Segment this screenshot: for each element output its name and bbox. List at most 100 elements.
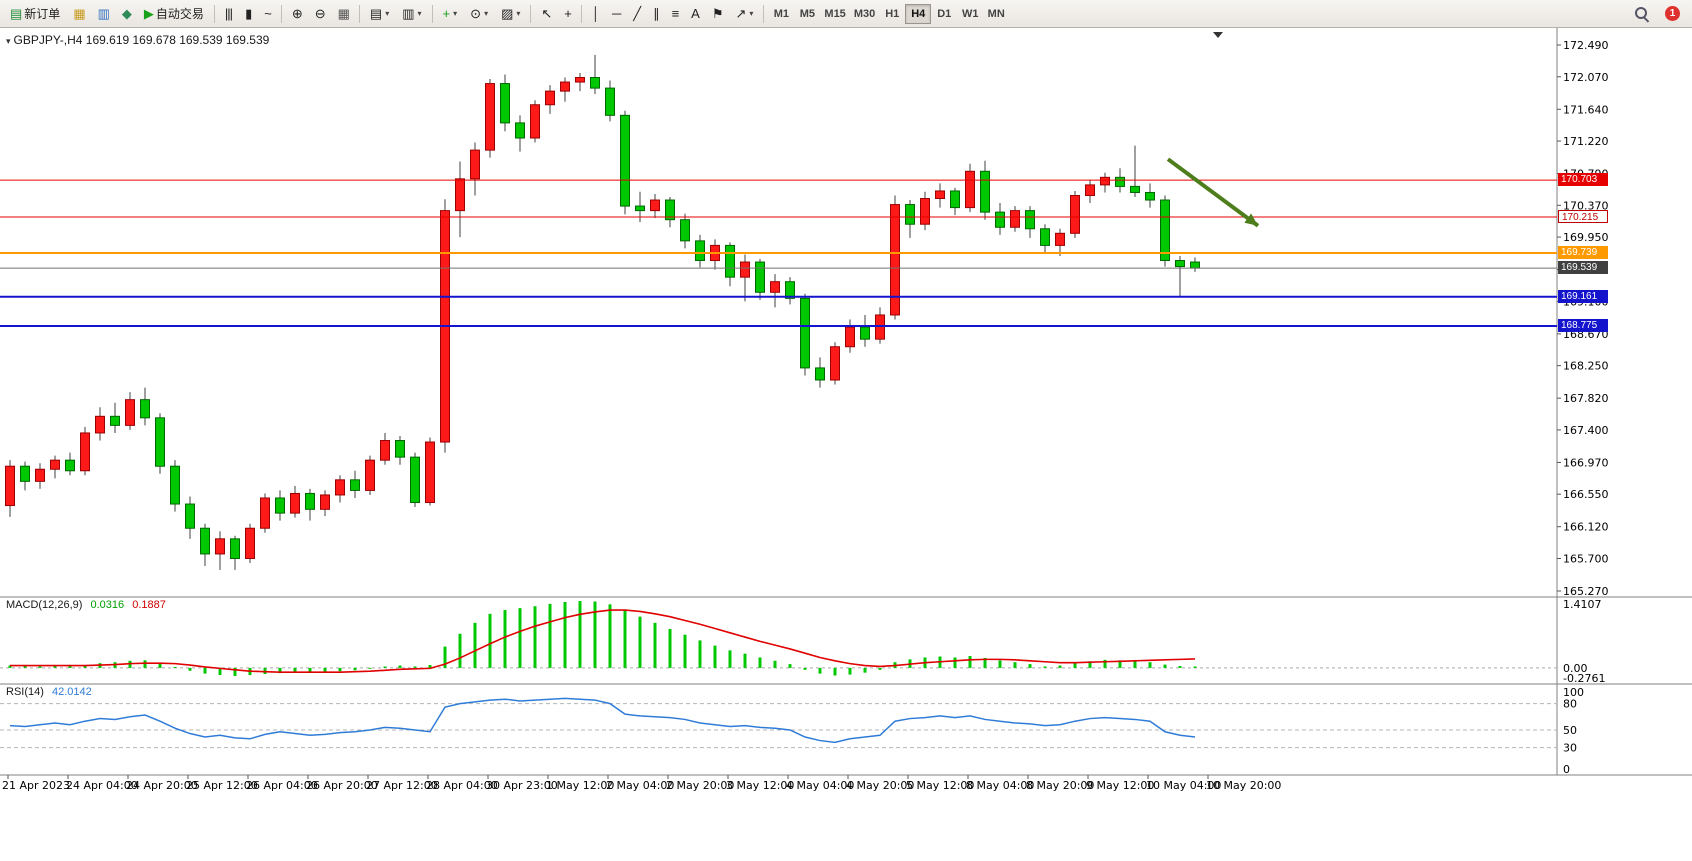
candle <box>965 170 975 209</box>
candle <box>875 314 885 340</box>
equidistant-channel-button[interactable]: ∥ <box>647 3 665 25</box>
candle <box>860 326 870 340</box>
candle <box>125 399 135 426</box>
timeframe-D1[interactable]: D1 <box>931 4 957 24</box>
trendline-icon: ╱ <box>633 6 641 21</box>
candlestick-chart-type-icon: ▮ <box>245 6 252 21</box>
macd-axis-min: -0.2761 <box>1563 672 1605 685</box>
candle <box>305 492 315 510</box>
price-axis-label: 170.370 <box>1563 199 1609 212</box>
candle <box>410 456 420 504</box>
cursor-button[interactable]: ↖ <box>535 3 557 25</box>
text-button[interactable]: A <box>685 3 705 25</box>
time-axis-label: 4 May 04:00 <box>786 779 854 792</box>
price-axis-label: 167.400 <box>1563 424 1609 437</box>
notifications-badge[interactable]: 1 <box>1665 6 1680 21</box>
data-window-button[interactable]: ▥ <box>92 3 115 25</box>
rsi-name: RSI(14) <box>6 686 44 698</box>
search-button[interactable] <box>1628 3 1655 25</box>
timeframe-M15[interactable]: M15 <box>820 4 849 24</box>
bid-price-label: 169.539 <box>1558 261 1608 275</box>
time-axis-label: 10 May 20:00 <box>1206 779 1281 792</box>
zoom-out-button[interactable]: ⊖ <box>309 3 331 25</box>
market-watch-button[interactable]: ▦ <box>67 3 90 25</box>
macd-signal-line <box>10 609 1196 673</box>
crosshair-icon: + <box>564 6 572 21</box>
arrows-button[interactable]: ↗ ▾ <box>729 3 759 25</box>
data-window-icon: ▥ <box>97 6 110 21</box>
autotrading-button[interactable]: ▶ 自动交易 <box>138 3 210 25</box>
tile-windows-icon: ▦ <box>337 6 350 21</box>
indicators-button[interactable]: + ▾ <box>437 3 464 25</box>
bar-chart-type-button[interactable]: ||| <box>219 3 238 25</box>
time-axis-label: 2 May 20:00 <box>666 779 734 792</box>
timeframe-W1[interactable]: W1 <box>957 4 983 24</box>
vertical-line-icon: │ <box>591 6 600 21</box>
timeframe-MN[interactable]: MN <box>983 4 1009 24</box>
one-click-trading-toggle[interactable]: ▾ <box>6 36 11 46</box>
time-axis-label: 24 Apr 04:00 <box>66 779 138 792</box>
price-axis-label: 169.950 <box>1563 231 1609 244</box>
timeframe-M30[interactable]: M30 <box>850 4 879 24</box>
candle <box>1100 176 1110 186</box>
candle <box>470 149 480 180</box>
macd-axis-zero: 0.00 <box>1563 662 1588 675</box>
time-axis-label: 26 Apr 04:00 <box>246 779 318 792</box>
templates-button[interactable]: ▨ ▾ <box>495 3 526 25</box>
profiles-button[interactable]: ▥ ▾ <box>396 3 427 25</box>
arrows-dropdown-caret: ▾ <box>749 9 754 18</box>
candle <box>140 399 150 419</box>
candle <box>50 459 60 470</box>
macd-label: MACD(12,26,9) 0.0316 0.1887 <box>6 599 166 611</box>
trendline-button[interactable]: ╱ <box>627 3 646 25</box>
text-label-icon: ⚑ <box>711 6 724 21</box>
candle <box>695 240 705 262</box>
candle <box>815 367 825 381</box>
candle <box>650 199 660 212</box>
fibonacci-button[interactable]: ≡ <box>666 3 685 25</box>
timeframe-M1[interactable]: M1 <box>768 4 794 24</box>
trend-arrow[interactable] <box>1166 157 1260 228</box>
vertical-line-button[interactable]: │ <box>586 3 605 25</box>
trend-arrow-head[interactable] <box>1244 213 1258 226</box>
toolbar-separator <box>530 4 532 23</box>
new-chart-button[interactable]: ▤ ▾ <box>364 3 395 25</box>
price-level-label: 169.739 <box>1558 246 1608 260</box>
candle <box>920 198 930 225</box>
line-chart-type-button[interactable]: ~ <box>258 3 277 25</box>
price-level-label: 169.161 <box>1558 289 1608 303</box>
timeframe-M5[interactable]: M5 <box>794 4 820 24</box>
candle <box>635 205 645 212</box>
rsi-axis-label: 50 <box>1563 724 1577 737</box>
candle <box>335 479 345 496</box>
candlestick-chart-type-button[interactable]: ▮ <box>239 3 257 25</box>
chart-canvas[interactable]: 172.490172.070171.640171.220170.790170.3… <box>0 28 1692 861</box>
candle <box>830 346 840 381</box>
autotrading-label: 自动交易 <box>155 7 204 21</box>
candle <box>905 204 915 225</box>
tile-windows-button[interactable]: ▦ <box>332 3 355 25</box>
time-axis-label: 9 May 12:00 <box>1086 779 1154 792</box>
zoom-in-button[interactable]: ⊕ <box>286 3 308 25</box>
time-axis-label: 10 May 04:00 <box>1146 779 1221 792</box>
new-chart-icon: ▤ <box>369 6 382 21</box>
crosshair-button[interactable]: + <box>558 3 577 25</box>
rsi-axis-label: 30 <box>1563 742 1577 755</box>
periods-button[interactable]: ⊙ ▾ <box>464 3 494 25</box>
candle <box>1040 228 1050 246</box>
new-order-button[interactable]: ▤ 新订单 <box>4 3 66 25</box>
timeframe-H4[interactable]: H4 <box>905 3 932 24</box>
price-axis-label: 168.250 <box>1563 360 1609 373</box>
market-watch-icon: ▦ <box>73 6 85 21</box>
macd-signal-value: 0.1887 <box>132 599 166 611</box>
navigator-button[interactable]: ◆ <box>116 3 137 25</box>
text-label-button[interactable]: ⚑ <box>706 3 729 25</box>
candle <box>455 178 465 212</box>
horizontal-line-button[interactable]: ─ <box>606 3 626 25</box>
price-level-label: 170.703 <box>1558 173 1608 187</box>
indicators-icon: + <box>442 6 451 21</box>
time-axis-label: 3 May 12:00 <box>726 779 794 792</box>
timeframe-H1[interactable]: H1 <box>879 4 905 24</box>
toolbar-separator <box>358 4 360 23</box>
